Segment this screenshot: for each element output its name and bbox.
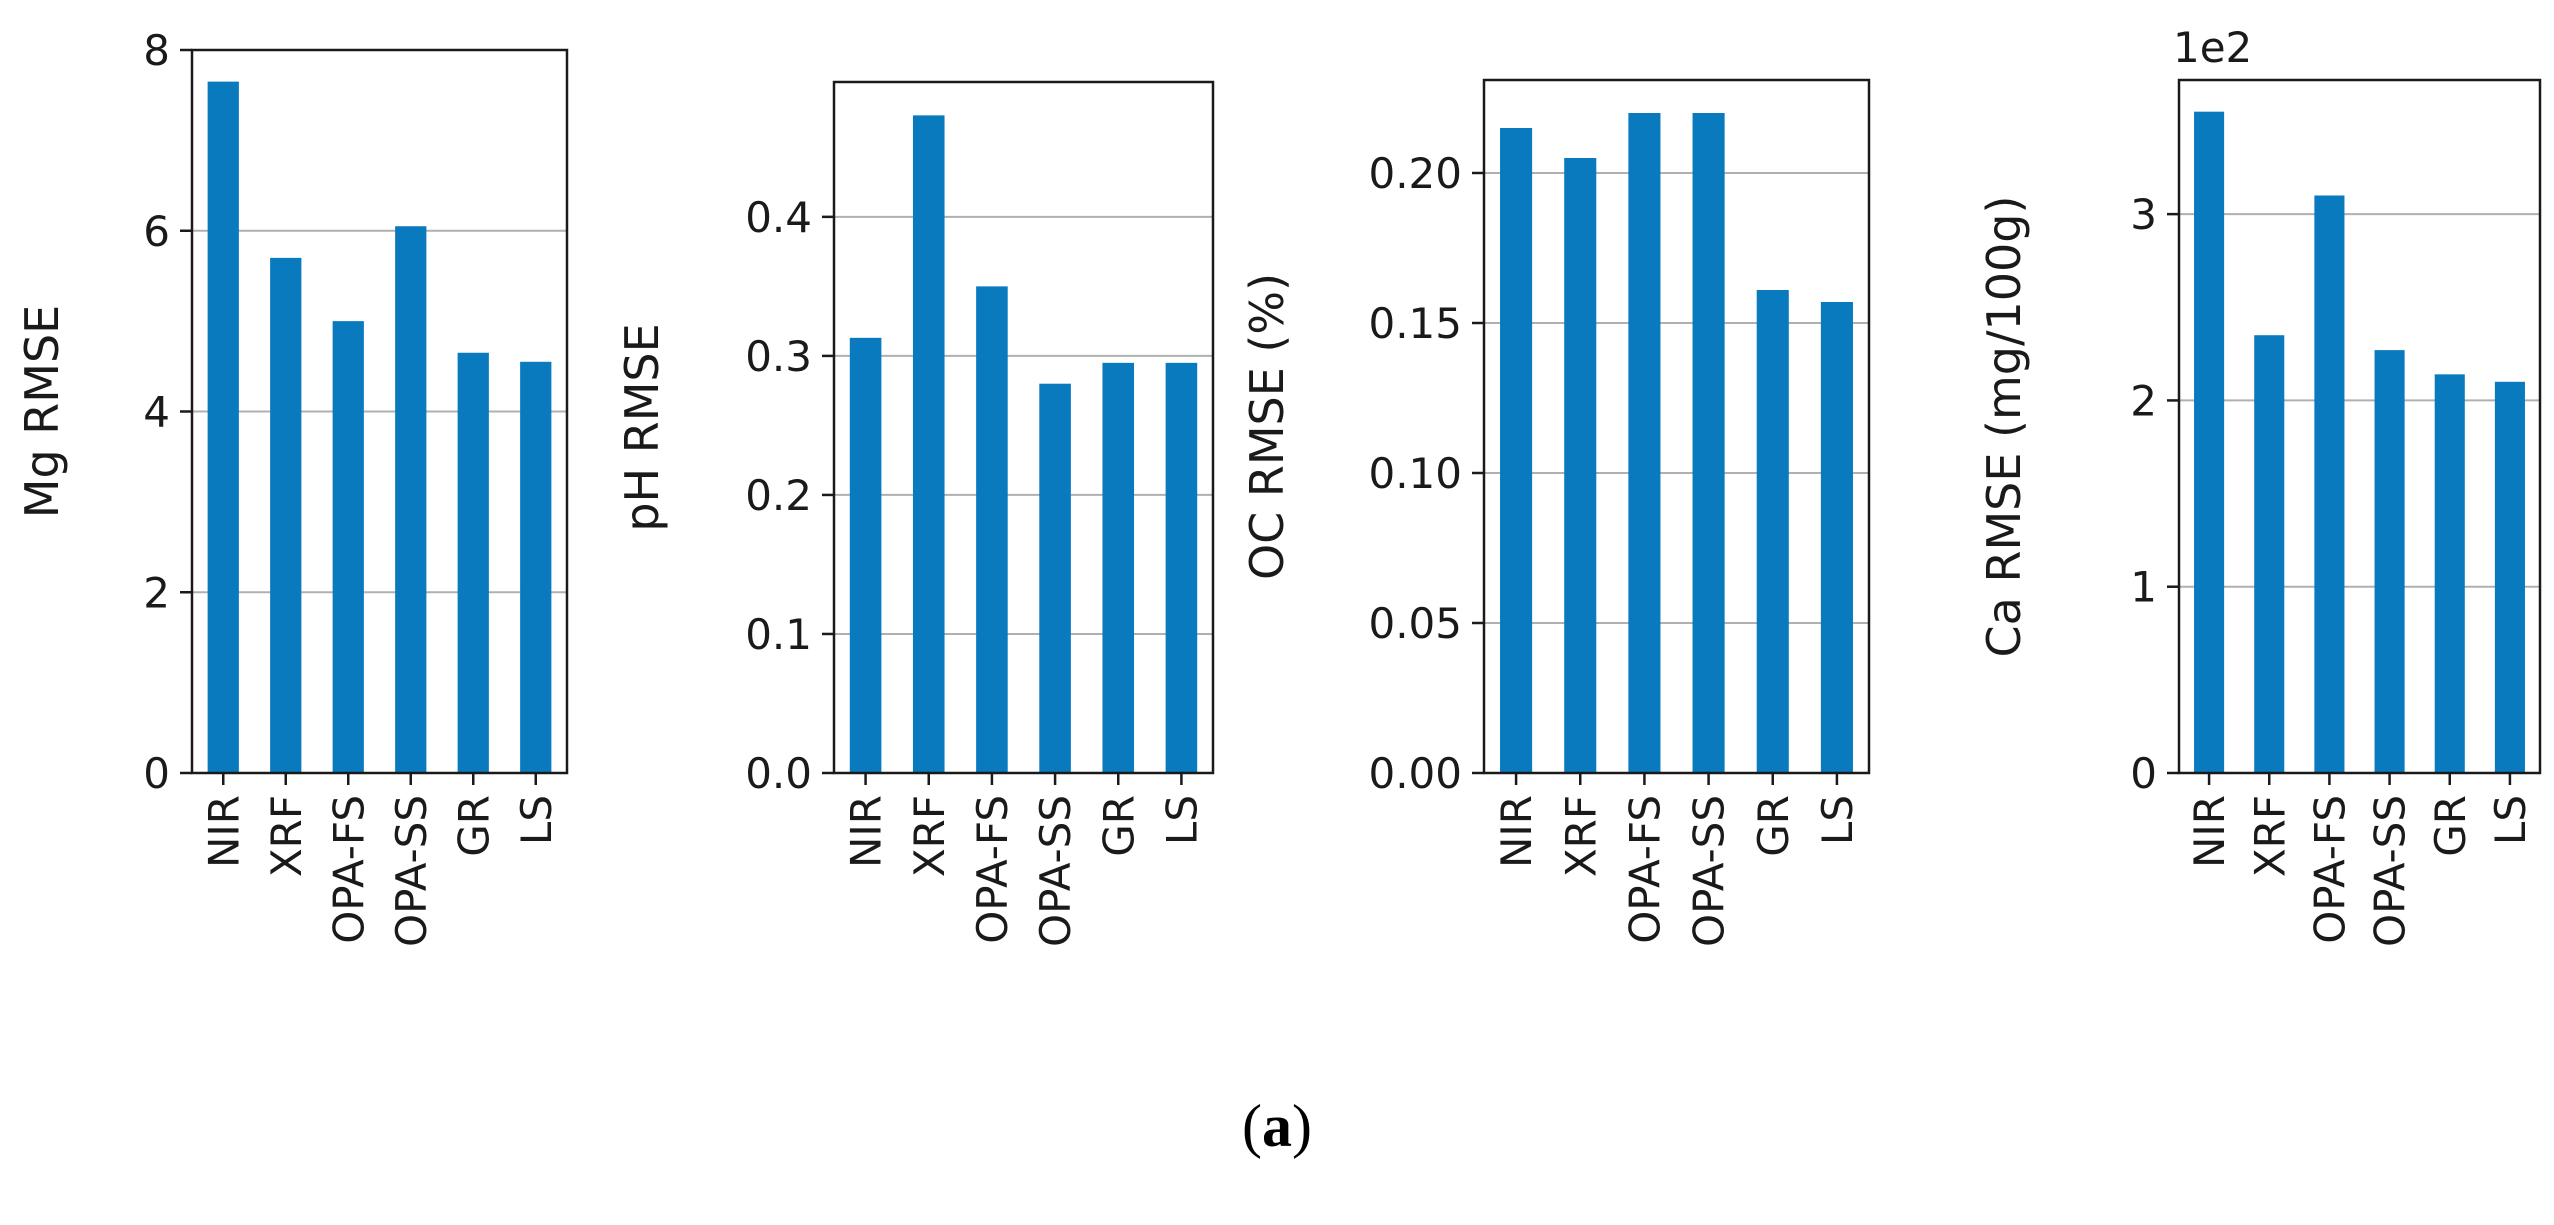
y-tick-label: 0.10 — [1368, 449, 1462, 498]
bar-ls — [520, 361, 552, 773]
y-tick-label: 1 — [2130, 563, 2157, 612]
chart-panel-3: 0.00 0.05 0.10 0.15 0.20 NIR XRF OPA-FS OPA-SS GR… — [1240, 78, 1871, 947]
x-tick-label: LS — [1157, 795, 1206, 845]
bar-opa-fs — [332, 321, 364, 773]
y-tick-label: 0.3 — [745, 332, 812, 381]
x-tick-label: OPA-FS — [2305, 795, 2354, 944]
figure-caption: (a) — [0, 1092, 2554, 1161]
y-tick-label: 0.15 — [1368, 299, 1462, 348]
bar-opa-ss — [395, 226, 427, 773]
bar-xrf — [270, 257, 302, 773]
bar-gr — [2434, 374, 2465, 773]
x-tick-label: GR — [2426, 795, 2475, 857]
caption-open: ( — [1242, 1093, 1262, 1159]
y-tick-label: 2 — [2130, 376, 2157, 425]
bar-nir — [207, 81, 239, 774]
caption-label: a — [1262, 1093, 1292, 1159]
y-tick-label: 2 — [143, 568, 170, 617]
x-tick-label: OPA-FS — [968, 795, 1017, 944]
x-tick-label: GR — [1749, 795, 1798, 857]
y-axis-label: pH RMSE — [615, 323, 669, 531]
y-tick-label: 0.2 — [745, 471, 812, 520]
y-tick-label: 0.05 — [1368, 599, 1462, 648]
bar-opa-fs — [976, 286, 1008, 773]
y-tick-label: 0 — [2130, 749, 2157, 798]
bar-gr — [1756, 290, 1789, 773]
bar-opa-ss — [2374, 350, 2405, 773]
y-axis-label: OC RMSE (%) — [1240, 273, 1294, 580]
y-tick-label: 6 — [143, 207, 170, 256]
bar-opa-fs — [1628, 113, 1661, 773]
y-axis-label: Mg RMSE — [15, 305, 69, 518]
bar-nir — [1500, 128, 1533, 773]
x-tick-label: GR — [1094, 795, 1143, 857]
bar-nir — [849, 337, 882, 773]
plot-frame — [1482, 78, 1871, 775]
bar-xrf — [912, 115, 945, 773]
x-tick-label: OPA-FS — [324, 795, 373, 944]
x-tick-label: NIR — [1492, 795, 1541, 868]
bar-nir — [2194, 111, 2225, 773]
bar-ls — [1165, 362, 1198, 773]
bar-gr — [457, 352, 489, 773]
x-tick-label: LS — [512, 795, 561, 845]
x-tick-label: OPA-SS — [387, 795, 436, 947]
chart-panel-1: 0 2 4 6 8 NIR XRF OPA-FS OPA-SS GR LS Mg RMSE — [15, 26, 569, 947]
bar-ls — [2494, 381, 2525, 773]
x-tick-label: OPA-SS — [1685, 795, 1734, 947]
y-tick-label: 0.1 — [745, 610, 812, 659]
y-tick-label: 8 — [143, 26, 170, 75]
bar-opa-fs — [2314, 195, 2345, 773]
bar-opa-ss — [1039, 383, 1071, 773]
chart-panel-4: 0 1 2 3 NIR XRF OPA-FS OPA-SS GR LS Ca RMSE (mg/10… — [1977, 23, 2542, 947]
bar-ls — [1820, 302, 1853, 773]
x-tick-label: LS — [1813, 795, 1862, 845]
plot-frame — [832, 80, 1215, 775]
x-tick-label: XRF — [262, 795, 311, 877]
x-tick-label: OPA-FS — [1620, 795, 1669, 944]
axis-offset-label: 1e2 — [2173, 23, 2252, 72]
bar-xrf — [2254, 335, 2285, 773]
plot-frame — [2177, 78, 2542, 775]
bar-gr — [1102, 362, 1135, 773]
x-tick-label: OPA-SS — [1031, 795, 1080, 947]
y-axis-label: Ca RMSE (mg/100g) — [1977, 196, 2031, 658]
bar-opa-ss — [1692, 113, 1725, 773]
x-tick-label: GR — [449, 795, 498, 857]
x-tick-label: NIR — [2185, 795, 2234, 868]
y-tick-label: 0.0 — [745, 749, 812, 798]
bar-xrf — [1564, 158, 1597, 773]
x-tick-label: LS — [2486, 795, 2535, 845]
y-tick-label: 0.20 — [1368, 149, 1462, 198]
y-tick-label: 0.4 — [745, 193, 812, 242]
x-tick-label: NIR — [199, 795, 248, 868]
y-tick-label: 0.00 — [1368, 749, 1462, 798]
y-tick-label: 0 — [143, 749, 170, 798]
x-tick-label: NIR — [842, 795, 891, 868]
chart-panel-2: 0.0 0.1 0.2 0.3 0.4 NIR XRF OPA-FS OPA-SS GR LS pH … — [615, 80, 1215, 947]
caption-close: ) — [1292, 1093, 1312, 1159]
x-tick-label: OPA-SS — [2366, 795, 2415, 947]
x-tick-label: XRF — [1556, 795, 1605, 877]
y-tick-label: 3 — [2130, 190, 2157, 239]
y-tick-label: 4 — [143, 388, 170, 437]
x-tick-label: XRF — [2245, 795, 2294, 877]
x-tick-label: XRF — [905, 795, 954, 877]
